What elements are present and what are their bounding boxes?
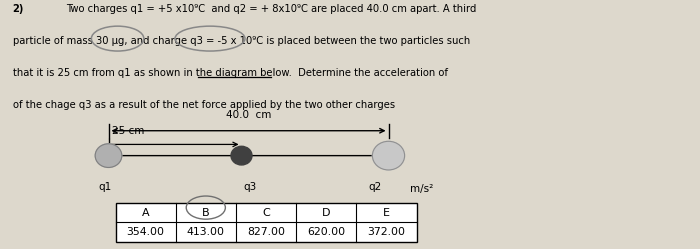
Ellipse shape (95, 144, 122, 167)
Text: C: C (262, 208, 270, 218)
Text: m/s²: m/s² (410, 184, 433, 194)
Text: particle of mass 30 μg, and charge q3 = -5 x 10⁹C is placed between the two part: particle of mass 30 μg, and charge q3 = … (13, 36, 470, 46)
Text: 354.00: 354.00 (127, 227, 164, 237)
Text: q1: q1 (99, 182, 111, 192)
Text: A: A (142, 208, 149, 218)
Text: 25 cm: 25 cm (112, 126, 144, 136)
Text: B: B (202, 208, 209, 218)
Text: q2: q2 (368, 182, 382, 192)
Text: q3: q3 (243, 182, 256, 192)
Text: 2): 2) (13, 4, 24, 14)
Text: E: E (383, 208, 390, 218)
Text: 40.0  cm: 40.0 cm (226, 110, 271, 120)
Text: 620.00: 620.00 (307, 227, 345, 237)
Text: D: D (322, 208, 330, 218)
FancyBboxPatch shape (116, 203, 416, 242)
Ellipse shape (231, 146, 252, 165)
Text: 827.00: 827.00 (247, 227, 285, 237)
Text: that it is 25 cm from q1 as shown in the diagram below.  Determine the accelerat: that it is 25 cm from q1 as shown in the… (13, 68, 447, 78)
Ellipse shape (372, 141, 405, 170)
Text: 413.00: 413.00 (187, 227, 225, 237)
Text: Two charges q1 = +5 x10⁹C  and q2 = + 8x10⁹C are placed 40.0 cm apart. A third: Two charges q1 = +5 x10⁹C and q2 = + 8x1… (66, 4, 477, 14)
Text: 372.00: 372.00 (368, 227, 405, 237)
Text: of the chage q3 as a result of the net force applied by the two other charges: of the chage q3 as a result of the net f… (13, 100, 395, 110)
